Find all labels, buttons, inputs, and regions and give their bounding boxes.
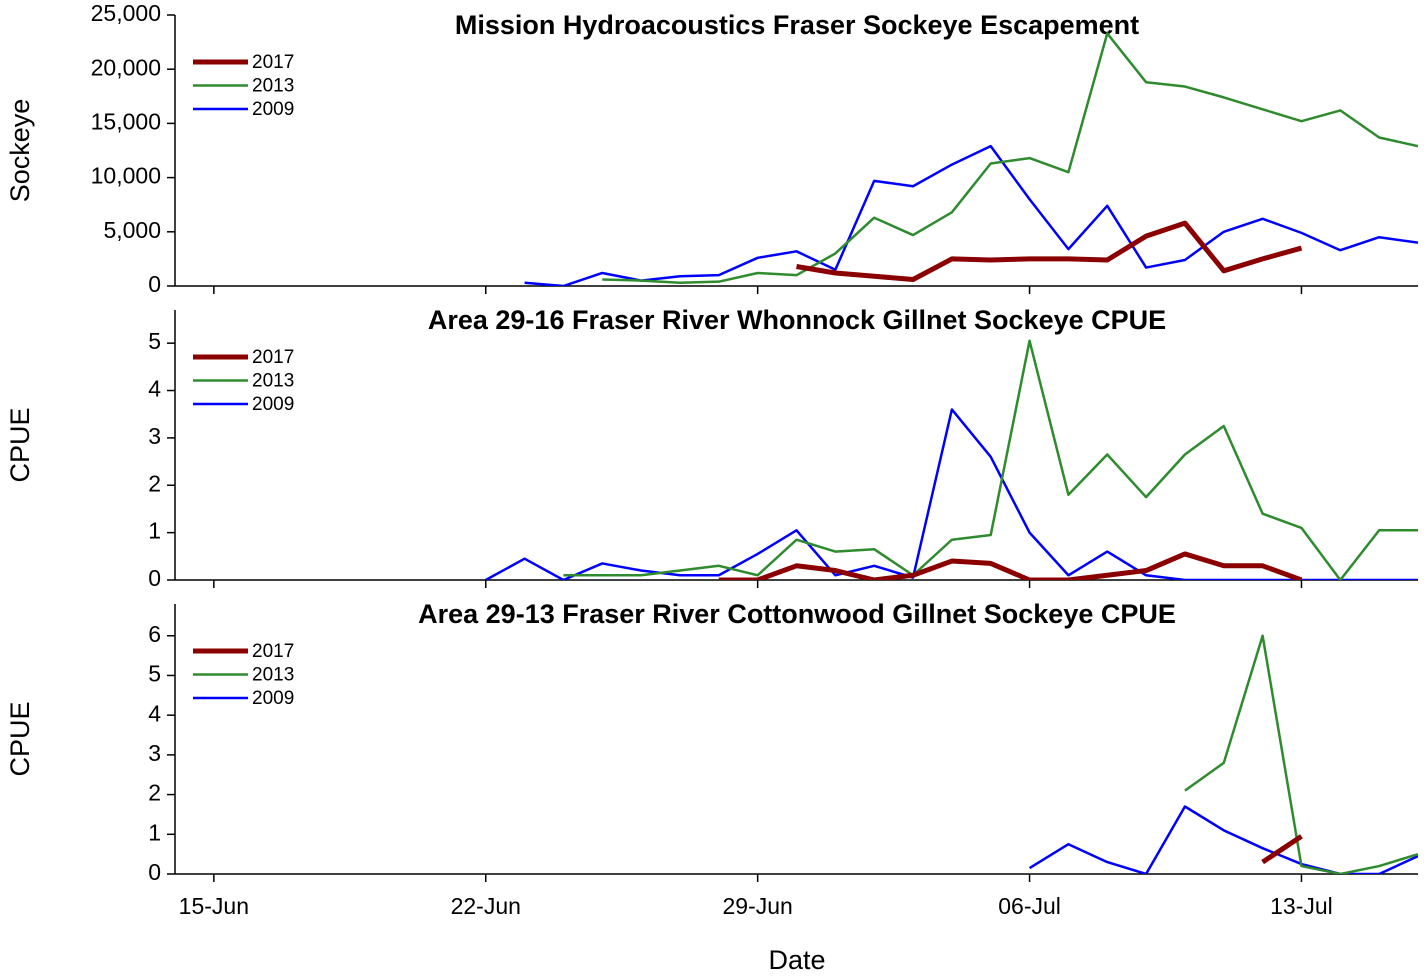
series-line bbox=[1028, 805, 1418, 874]
lines bbox=[485, 339, 1418, 580]
y-tick-label: 3 bbox=[148, 740, 161, 766]
x-tick-label: 06-Jul bbox=[998, 893, 1061, 919]
y-tick-label: 6 bbox=[148, 621, 161, 647]
y-tick-label: 5 bbox=[148, 328, 161, 354]
y-tick-label: 20,000 bbox=[91, 54, 161, 80]
legend-label: 2013 bbox=[252, 665, 294, 686]
y-tick-label: 3 bbox=[148, 423, 161, 449]
panel: 0 1 2 3 4 5 6 15-Jun 22-Jun 29-Jun 06-Jul 13-Jul Are… bbox=[5, 599, 1418, 975]
legend-label: 2009 bbox=[252, 688, 294, 709]
legend-label: 2013 bbox=[252, 76, 294, 97]
lines bbox=[524, 32, 1418, 286]
series-line bbox=[1184, 634, 1418, 874]
y-tick-label: 0 bbox=[148, 271, 161, 297]
y-tick-label: 1 bbox=[148, 819, 161, 845]
y-tick-label: 5,000 bbox=[103, 217, 161, 243]
legend-label: 2009 bbox=[252, 394, 294, 415]
y-tick-label: 0 bbox=[148, 565, 161, 591]
y-tick-label: 15,000 bbox=[91, 108, 161, 134]
y-tick-label: 1 bbox=[148, 518, 161, 544]
y-axis-label: CPUE bbox=[5, 407, 35, 482]
chart-title: Mission Hydroacoustics Fraser Sockeye Es… bbox=[455, 10, 1139, 40]
x-tick-label: 15-Jun bbox=[179, 893, 249, 919]
series-line bbox=[602, 32, 1418, 284]
legend-label: 2017 bbox=[252, 52, 294, 73]
legend-label: 2009 bbox=[252, 99, 294, 120]
y-tick-label: 2 bbox=[148, 470, 161, 496]
series-line bbox=[524, 144, 1418, 286]
legend-label: 2017 bbox=[252, 347, 294, 368]
panel: 0 1 2 3 4 5 Area 29-16 Fraser River Whonnock G… bbox=[5, 305, 1418, 591]
series-line bbox=[718, 551, 1303, 580]
y-tick-label: 4 bbox=[148, 700, 161, 726]
series-line bbox=[563, 339, 1418, 580]
y-tick-label: 25,000 bbox=[91, 0, 161, 26]
x-tick-label: 13-Jul bbox=[1270, 893, 1333, 919]
y-axis-label: Sockeye bbox=[5, 99, 35, 203]
legend-label: 2017 bbox=[252, 641, 294, 662]
y-tick-label: 2 bbox=[148, 780, 161, 806]
series-line bbox=[1261, 834, 1303, 865]
x-tick-label: 29-Jun bbox=[722, 893, 792, 919]
panel: 0 5,000 10,000 15,000 20,000 25,000 Mission Hy… bbox=[5, 0, 1418, 297]
chart-title: Area 29-13 Fraser River Cottonwood Gilln… bbox=[418, 599, 1176, 629]
y-axis-label: CPUE bbox=[5, 701, 35, 776]
y-tick-label: 5 bbox=[148, 661, 161, 687]
lines bbox=[1028, 634, 1418, 874]
x-tick-label: 22-Jun bbox=[451, 893, 521, 919]
y-tick-label: 4 bbox=[148, 376, 161, 402]
legend-label: 2013 bbox=[252, 371, 294, 392]
y-tick-label: 10,000 bbox=[91, 163, 161, 189]
y-tick-label: 0 bbox=[148, 859, 161, 885]
x-axis-label: Date bbox=[768, 945, 825, 975]
series-line bbox=[796, 220, 1303, 282]
chart-title: Area 29-16 Fraser River Whonnock Gillnet… bbox=[428, 305, 1166, 335]
series-line bbox=[485, 408, 1418, 580]
